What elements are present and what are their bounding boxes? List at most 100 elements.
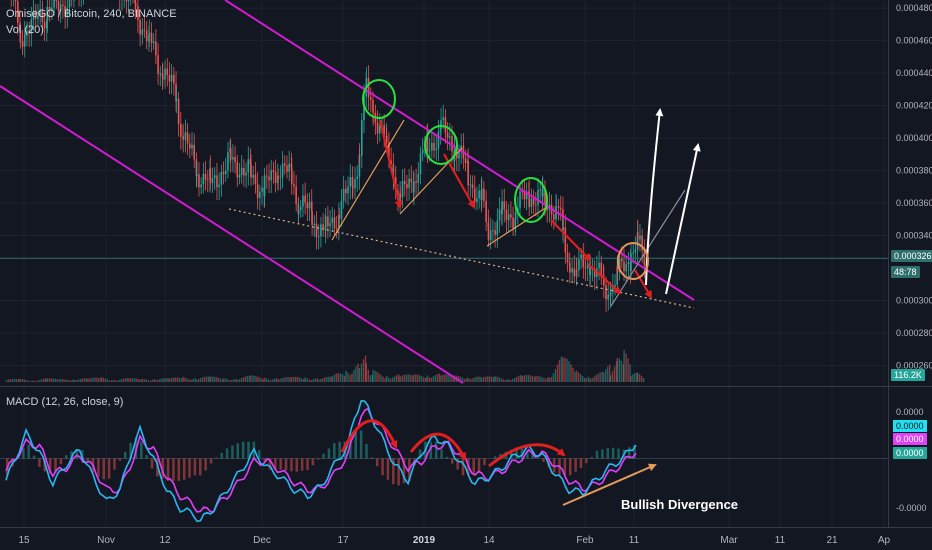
- candle-body: [26, 30, 28, 34]
- volume-bar: [126, 378, 128, 382]
- candle-body: [573, 268, 576, 277]
- volume-bar: [192, 378, 194, 382]
- volume-bar: [432, 376, 435, 382]
- volume-bar: [399, 376, 401, 382]
- candle-body: [302, 195, 304, 207]
- volume-bar: [492, 377, 495, 382]
- volume-bar: [235, 378, 237, 382]
- candle-body: [559, 207, 562, 210]
- volume-bar: [603, 372, 605, 382]
- volume-bar: [486, 376, 489, 382]
- volume-bar: [91, 377, 93, 382]
- volume-bar: [341, 374, 344, 382]
- volume-bar: [477, 376, 479, 382]
- candle-body: [290, 167, 293, 185]
- volume-bar: [475, 377, 477, 382]
- candle-body: [229, 148, 232, 160]
- volume-bar: [411, 375, 413, 382]
- candle-body: [494, 230, 496, 235]
- macd-axis-label: -0.0000: [896, 503, 927, 513]
- volume-bar: [23, 379, 25, 382]
- candle-body: [159, 73, 162, 75]
- volume-bar: [104, 378, 107, 382]
- volume-bar: [277, 379, 279, 382]
- candle-body: [537, 189, 539, 205]
- candle-body: [66, 7, 69, 17]
- volume-bar: [488, 376, 491, 382]
- candle-body: [476, 198, 478, 203]
- volume-bar: [60, 379, 62, 382]
- red-arc-arrow: [340, 419, 398, 453]
- volume-bar: [415, 374, 417, 382]
- volume-bar: [168, 378, 171, 382]
- candle-body: [68, 0, 71, 8]
- histogram-bar: [231, 445, 234, 459]
- candle-body: [306, 202, 309, 209]
- candle-body: [155, 41, 157, 56]
- volume-bar: [387, 377, 390, 382]
- volume-bar: [494, 376, 496, 382]
- volume-bar: [547, 376, 549, 382]
- grid-lines: [0, 0, 888, 527]
- histogram-bar: [258, 450, 261, 459]
- histogram-bar: [365, 443, 368, 459]
- volume-bar: [262, 379, 264, 382]
- candle-body: [338, 214, 341, 219]
- volume-bar: [70, 380, 72, 382]
- candle-body: [532, 198, 535, 205]
- histogram-bar: [199, 458, 202, 476]
- volume-bar: [583, 377, 586, 382]
- volume-bar: [190, 379, 192, 382]
- volume-bar: [138, 379, 140, 382]
- macd-value-badge: 0.0000: [893, 420, 927, 432]
- volume-bar: [467, 377, 469, 382]
- candle-body: [496, 220, 499, 235]
- volume-bar: [358, 367, 361, 382]
- candle-body: [523, 192, 526, 200]
- volume-bar: [102, 377, 105, 382]
- volume-bar: [153, 379, 156, 382]
- candle-body: [245, 172, 247, 176]
- candle-body: [349, 177, 352, 187]
- histogram-bar: [354, 430, 358, 459]
- candle-body: [605, 285, 607, 300]
- volume-bar: [256, 376, 258, 382]
- volume-bar: [627, 358, 629, 382]
- volume-bar: [163, 378, 165, 382]
- volume-bar: [50, 378, 53, 382]
- bullish-divergence-label: Bullish Divergence: [621, 497, 739, 512]
- histogram-bar: [204, 458, 207, 471]
- price-axis-label: 0.000480: [896, 3, 932, 13]
- candle-body: [431, 142, 433, 151]
- candle-body: [281, 163, 284, 178]
- volume-bar: [320, 378, 322, 382]
- candle-body: [213, 175, 216, 179]
- volume-bar: [638, 374, 641, 382]
- histogram-bar: [268, 458, 272, 470]
- candle-body: [378, 125, 381, 134]
- candle-body: [478, 190, 480, 199]
- candle-body: [616, 266, 619, 272]
- volume-bar: [143, 379, 146, 382]
- candle-body: [589, 269, 592, 276]
- histogram-bar: [627, 447, 631, 459]
- volume-bar: [609, 364, 611, 382]
- histogram-bar: [274, 458, 277, 470]
- volume-badge: 116.2K: [891, 369, 925, 381]
- volume-bar: [523, 375, 526, 382]
- histogram-bar: [75, 448, 79, 459]
- volume-bar: [180, 378, 183, 382]
- volume-bar: [623, 350, 625, 382]
- histogram-bar: [236, 443, 240, 459]
- candle-body: [435, 148, 438, 151]
- histogram-bar: [370, 457, 374, 459]
- histogram-bar: [386, 458, 390, 480]
- volume-bar: [52, 378, 55, 382]
- histogram-bar: [215, 457, 218, 459]
- volume-bar: [339, 373, 342, 382]
- volume-bar: [425, 377, 427, 382]
- breakout-circle: [617, 242, 649, 280]
- volume-bar: [155, 380, 157, 382]
- candle-body: [211, 178, 214, 184]
